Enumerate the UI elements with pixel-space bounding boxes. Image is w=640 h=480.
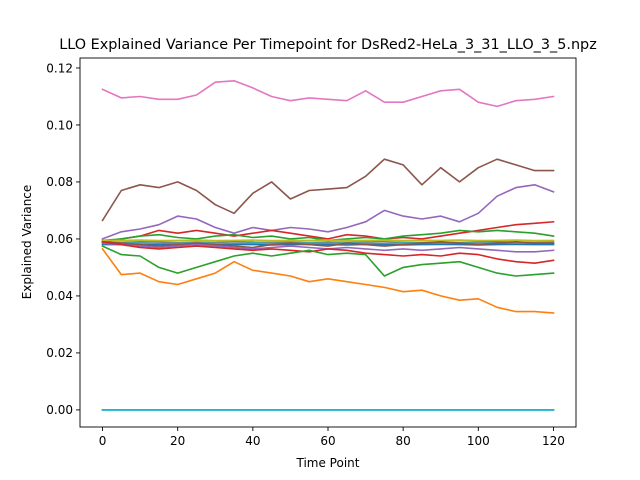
series-line-14 [101, 247, 555, 314]
series-line-2 [101, 158, 555, 222]
series-layer [101, 80, 555, 411]
y-tick-label: 0.04 [46, 289, 73, 303]
axes-layer: 0 20 40 60 80 100 120 0.00 0.02 0.04 0.06 0.08 0.10 0… [46, 57, 577, 448]
series-line-3 [101, 184, 555, 240]
y-tick-label: 0.10 [46, 118, 73, 132]
series-line-4 [101, 220, 555, 243]
series-line-8 [101, 242, 555, 245]
x-tick-label: 80 [396, 434, 411, 448]
y-tick-label: 0.12 [46, 61, 73, 75]
x-axis-label: Time Point [296, 456, 360, 470]
chart-title: LLO Explained Variance Per Timepoint for… [59, 37, 597, 53]
x-tick-label: 60 [320, 434, 335, 448]
x-tick-label: 100 [467, 434, 490, 448]
y-tick-label: 0.06 [46, 232, 73, 246]
x-tick-label: 20 [170, 434, 185, 448]
series-line-6 [101, 239, 555, 242]
y-tick-label: 0.02 [46, 346, 73, 360]
y-tick-label: 0.08 [46, 175, 73, 189]
series-line-10 [101, 240, 555, 249]
series-line-12 [101, 240, 555, 265]
x-tick-label: 40 [245, 434, 260, 448]
x-tick-label: 0 [99, 434, 107, 448]
series-line-13 [101, 245, 555, 277]
series-line-7 [101, 240, 555, 244]
x-tick-label: 120 [542, 434, 565, 448]
series-line-1 [101, 80, 555, 108]
y-tick-label: 0.00 [46, 403, 73, 417]
y-axis-label: Explained Variance [20, 185, 34, 300]
